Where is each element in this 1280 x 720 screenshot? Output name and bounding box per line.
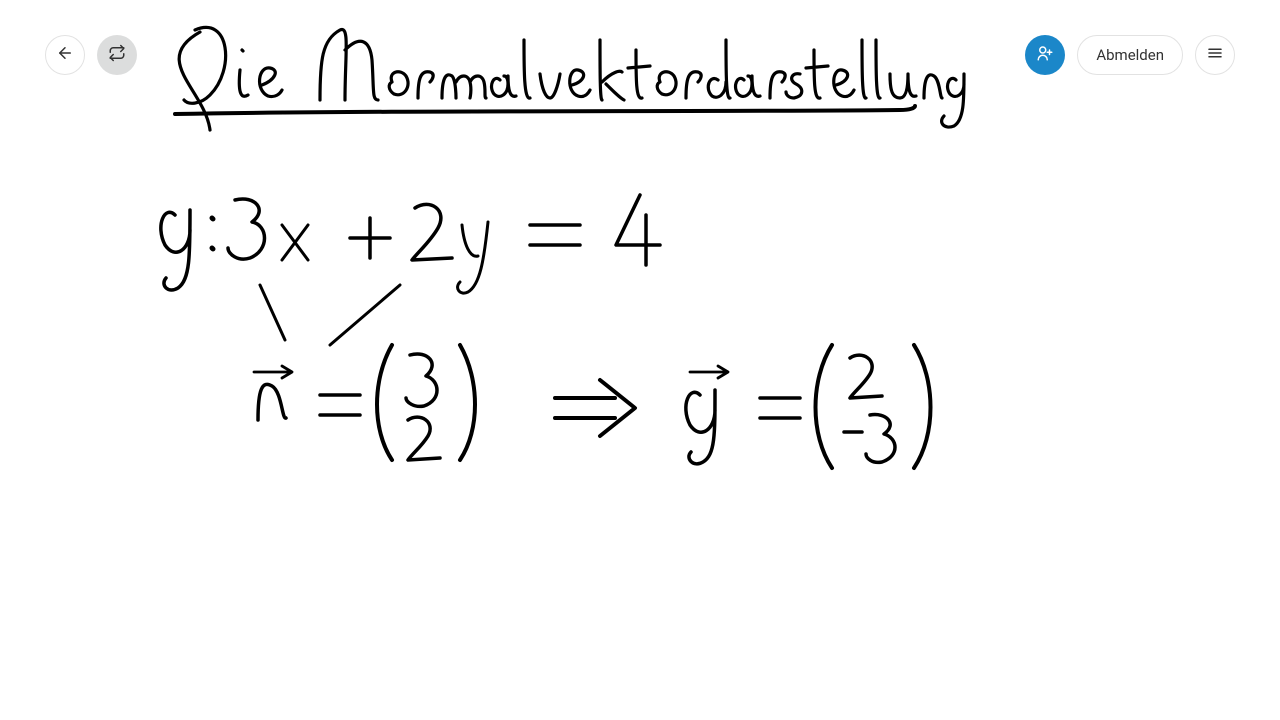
- sync-button[interactable]: [97, 35, 137, 75]
- logout-label: Abmelden: [1096, 46, 1164, 64]
- user-avatar[interactable]: [1025, 35, 1065, 75]
- menu-button[interactable]: [1195, 35, 1235, 75]
- logout-button[interactable]: Abmelden: [1077, 35, 1183, 75]
- arrow-left-icon: [56, 44, 74, 66]
- whiteboard-canvas: [0, 0, 1280, 720]
- refresh-icon: [108, 44, 126, 66]
- back-button[interactable]: [45, 35, 85, 75]
- toolbar-left: [45, 35, 137, 75]
- hamburger-icon: [1206, 44, 1224, 66]
- toolbar-right: Abmelden: [1025, 35, 1235, 75]
- user-icon: [1036, 44, 1054, 66]
